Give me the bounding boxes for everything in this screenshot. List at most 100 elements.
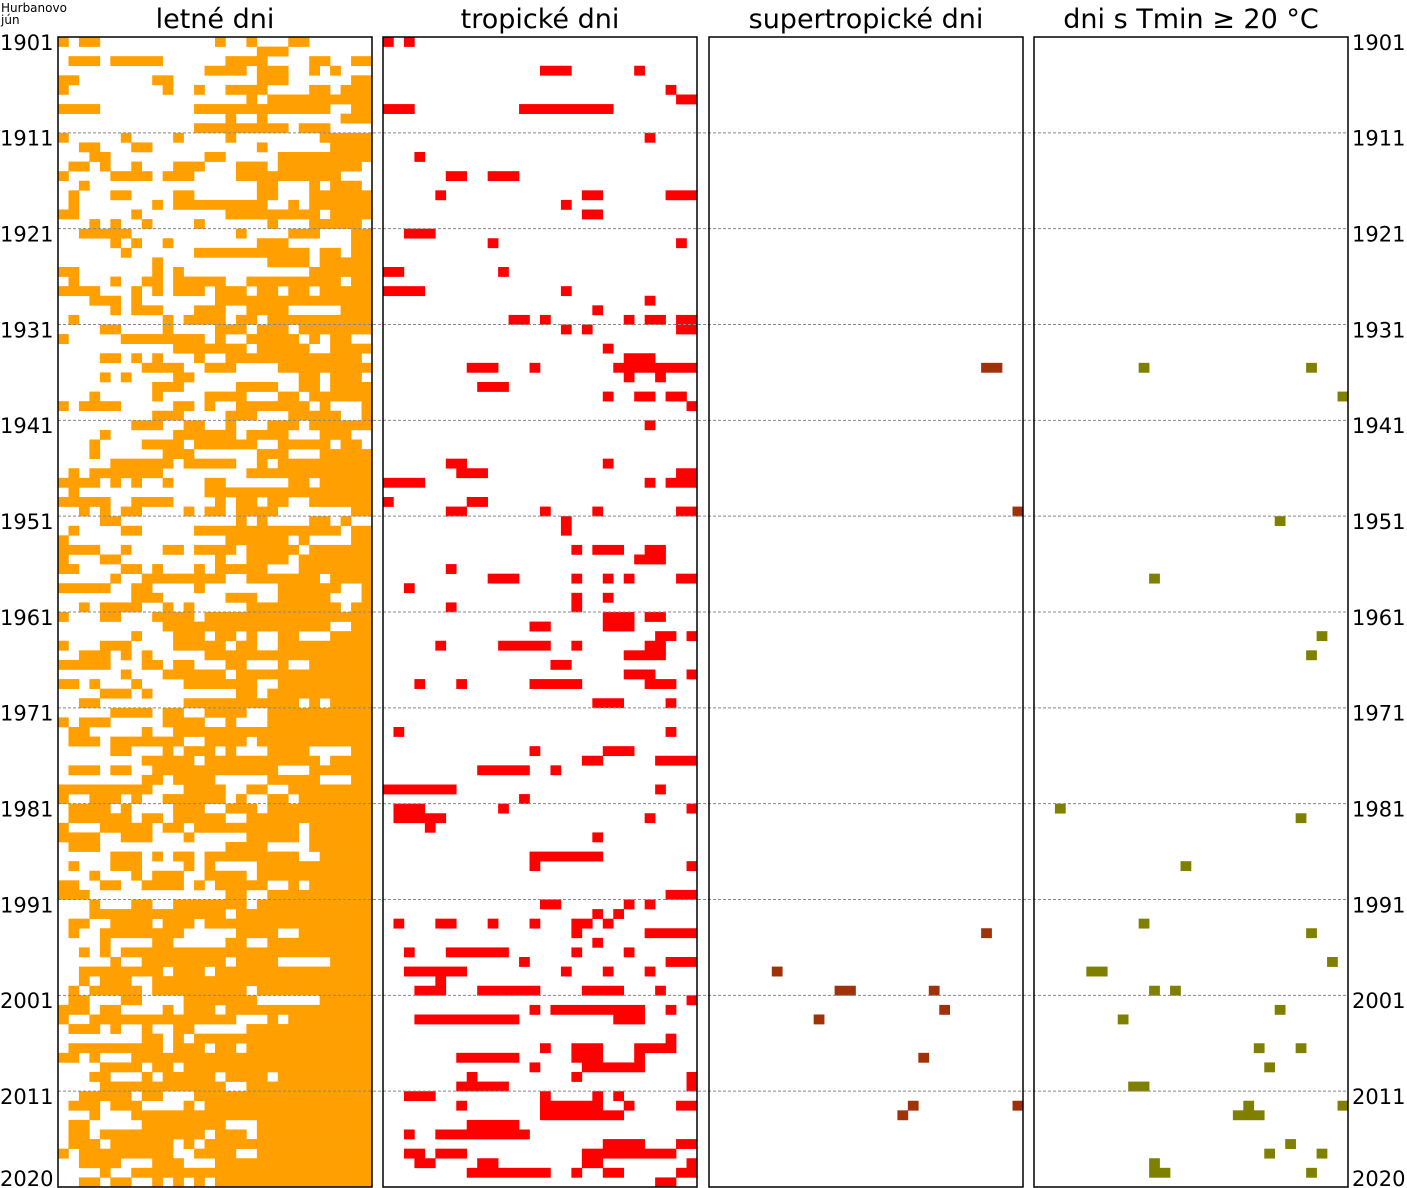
cell <box>288 1014 300 1025</box>
cell <box>298 94 310 105</box>
cell <box>120 813 132 824</box>
cell <box>288 1033 300 1044</box>
cell <box>235 918 247 929</box>
cell <box>351 362 362 373</box>
cell <box>246 1100 258 1111</box>
cell <box>131 947 143 958</box>
cell <box>215 669 226 680</box>
cell <box>225 132 237 143</box>
cell <box>319 1119 331 1130</box>
cell <box>225 1129 237 1140</box>
cell <box>540 506 551 517</box>
cell <box>246 612 258 622</box>
cell <box>361 56 373 67</box>
cell <box>194 305 205 316</box>
cell <box>225 880 237 891</box>
cell <box>256 113 268 124</box>
cell <box>246 822 258 833</box>
cell <box>183 286 195 297</box>
cell <box>235 1110 247 1121</box>
cell <box>330 497 341 507</box>
cell <box>435 1129 530 1140</box>
cell <box>235 957 247 967</box>
cell <box>623 353 656 364</box>
cell <box>204 1052 216 1063</box>
cell <box>235 794 247 804</box>
cell <box>131 1100 143 1111</box>
cell <box>99 497 111 507</box>
cell <box>267 123 279 134</box>
cell <box>277 966 289 977</box>
cell <box>194 429 205 440</box>
cell <box>89 985 101 996</box>
cell <box>68 75 80 86</box>
cell <box>330 1072 341 1082</box>
cell <box>141 420 153 431</box>
cell <box>225 525 237 536</box>
cell <box>215 612 226 622</box>
cell <box>152 659 163 670</box>
cell <box>99 640 111 651</box>
cell <box>330 612 341 622</box>
cell <box>152 937 163 948</box>
cell <box>319 976 331 987</box>
cell <box>183 1043 195 1054</box>
cell <box>173 1024 184 1034</box>
cell <box>173 1177 184 1188</box>
cell <box>298 372 310 383</box>
cell <box>319 707 331 718</box>
cell <box>277 353 289 364</box>
cell <box>277 707 289 718</box>
cell <box>162 1062 174 1073</box>
cell <box>246 631 258 642</box>
cell <box>277 152 289 162</box>
cell <box>215 765 226 776</box>
cell <box>215 65 226 76</box>
cell <box>298 458 310 469</box>
cell <box>581 324 593 335</box>
cell <box>319 477 331 488</box>
cell <box>361 1139 373 1149</box>
cell <box>152 458 163 469</box>
cell <box>141 832 153 843</box>
cell <box>298 813 310 824</box>
cell <box>120 966 132 977</box>
cell <box>141 1043 153 1054</box>
cell <box>58 554 69 565</box>
cell <box>330 1129 341 1140</box>
cell <box>267 1091 279 1102</box>
cell <box>120 1081 132 1092</box>
cell <box>99 1014 111 1025</box>
cell <box>319 784 331 795</box>
cell <box>99 429 111 440</box>
cell <box>256 564 268 574</box>
cell <box>58 286 69 297</box>
cell <box>277 554 289 565</box>
cell <box>256 535 268 546</box>
cell <box>162 985 174 996</box>
cell <box>340 343 352 354</box>
cell <box>340 199 352 210</box>
cell <box>644 640 666 651</box>
cell <box>330 257 341 268</box>
cell <box>330 1033 341 1044</box>
cell <box>152 1177 163 1188</box>
cell <box>194 880 205 891</box>
cell <box>68 1119 80 1130</box>
cell <box>225 717 237 728</box>
cell <box>99 985 111 996</box>
cell <box>340 1014 352 1025</box>
cell <box>571 1167 583 1178</box>
cell <box>152 1081 163 1092</box>
cell <box>288 353 300 364</box>
cell <box>298 1110 310 1121</box>
cell <box>309 602 320 613</box>
cell <box>58 171 69 182</box>
cell <box>309 56 320 67</box>
cell <box>120 669 132 680</box>
cell <box>351 1148 362 1159</box>
cell <box>298 1062 310 1073</box>
cell <box>361 257 373 268</box>
cell <box>183 966 195 977</box>
cell <box>131 497 143 507</box>
